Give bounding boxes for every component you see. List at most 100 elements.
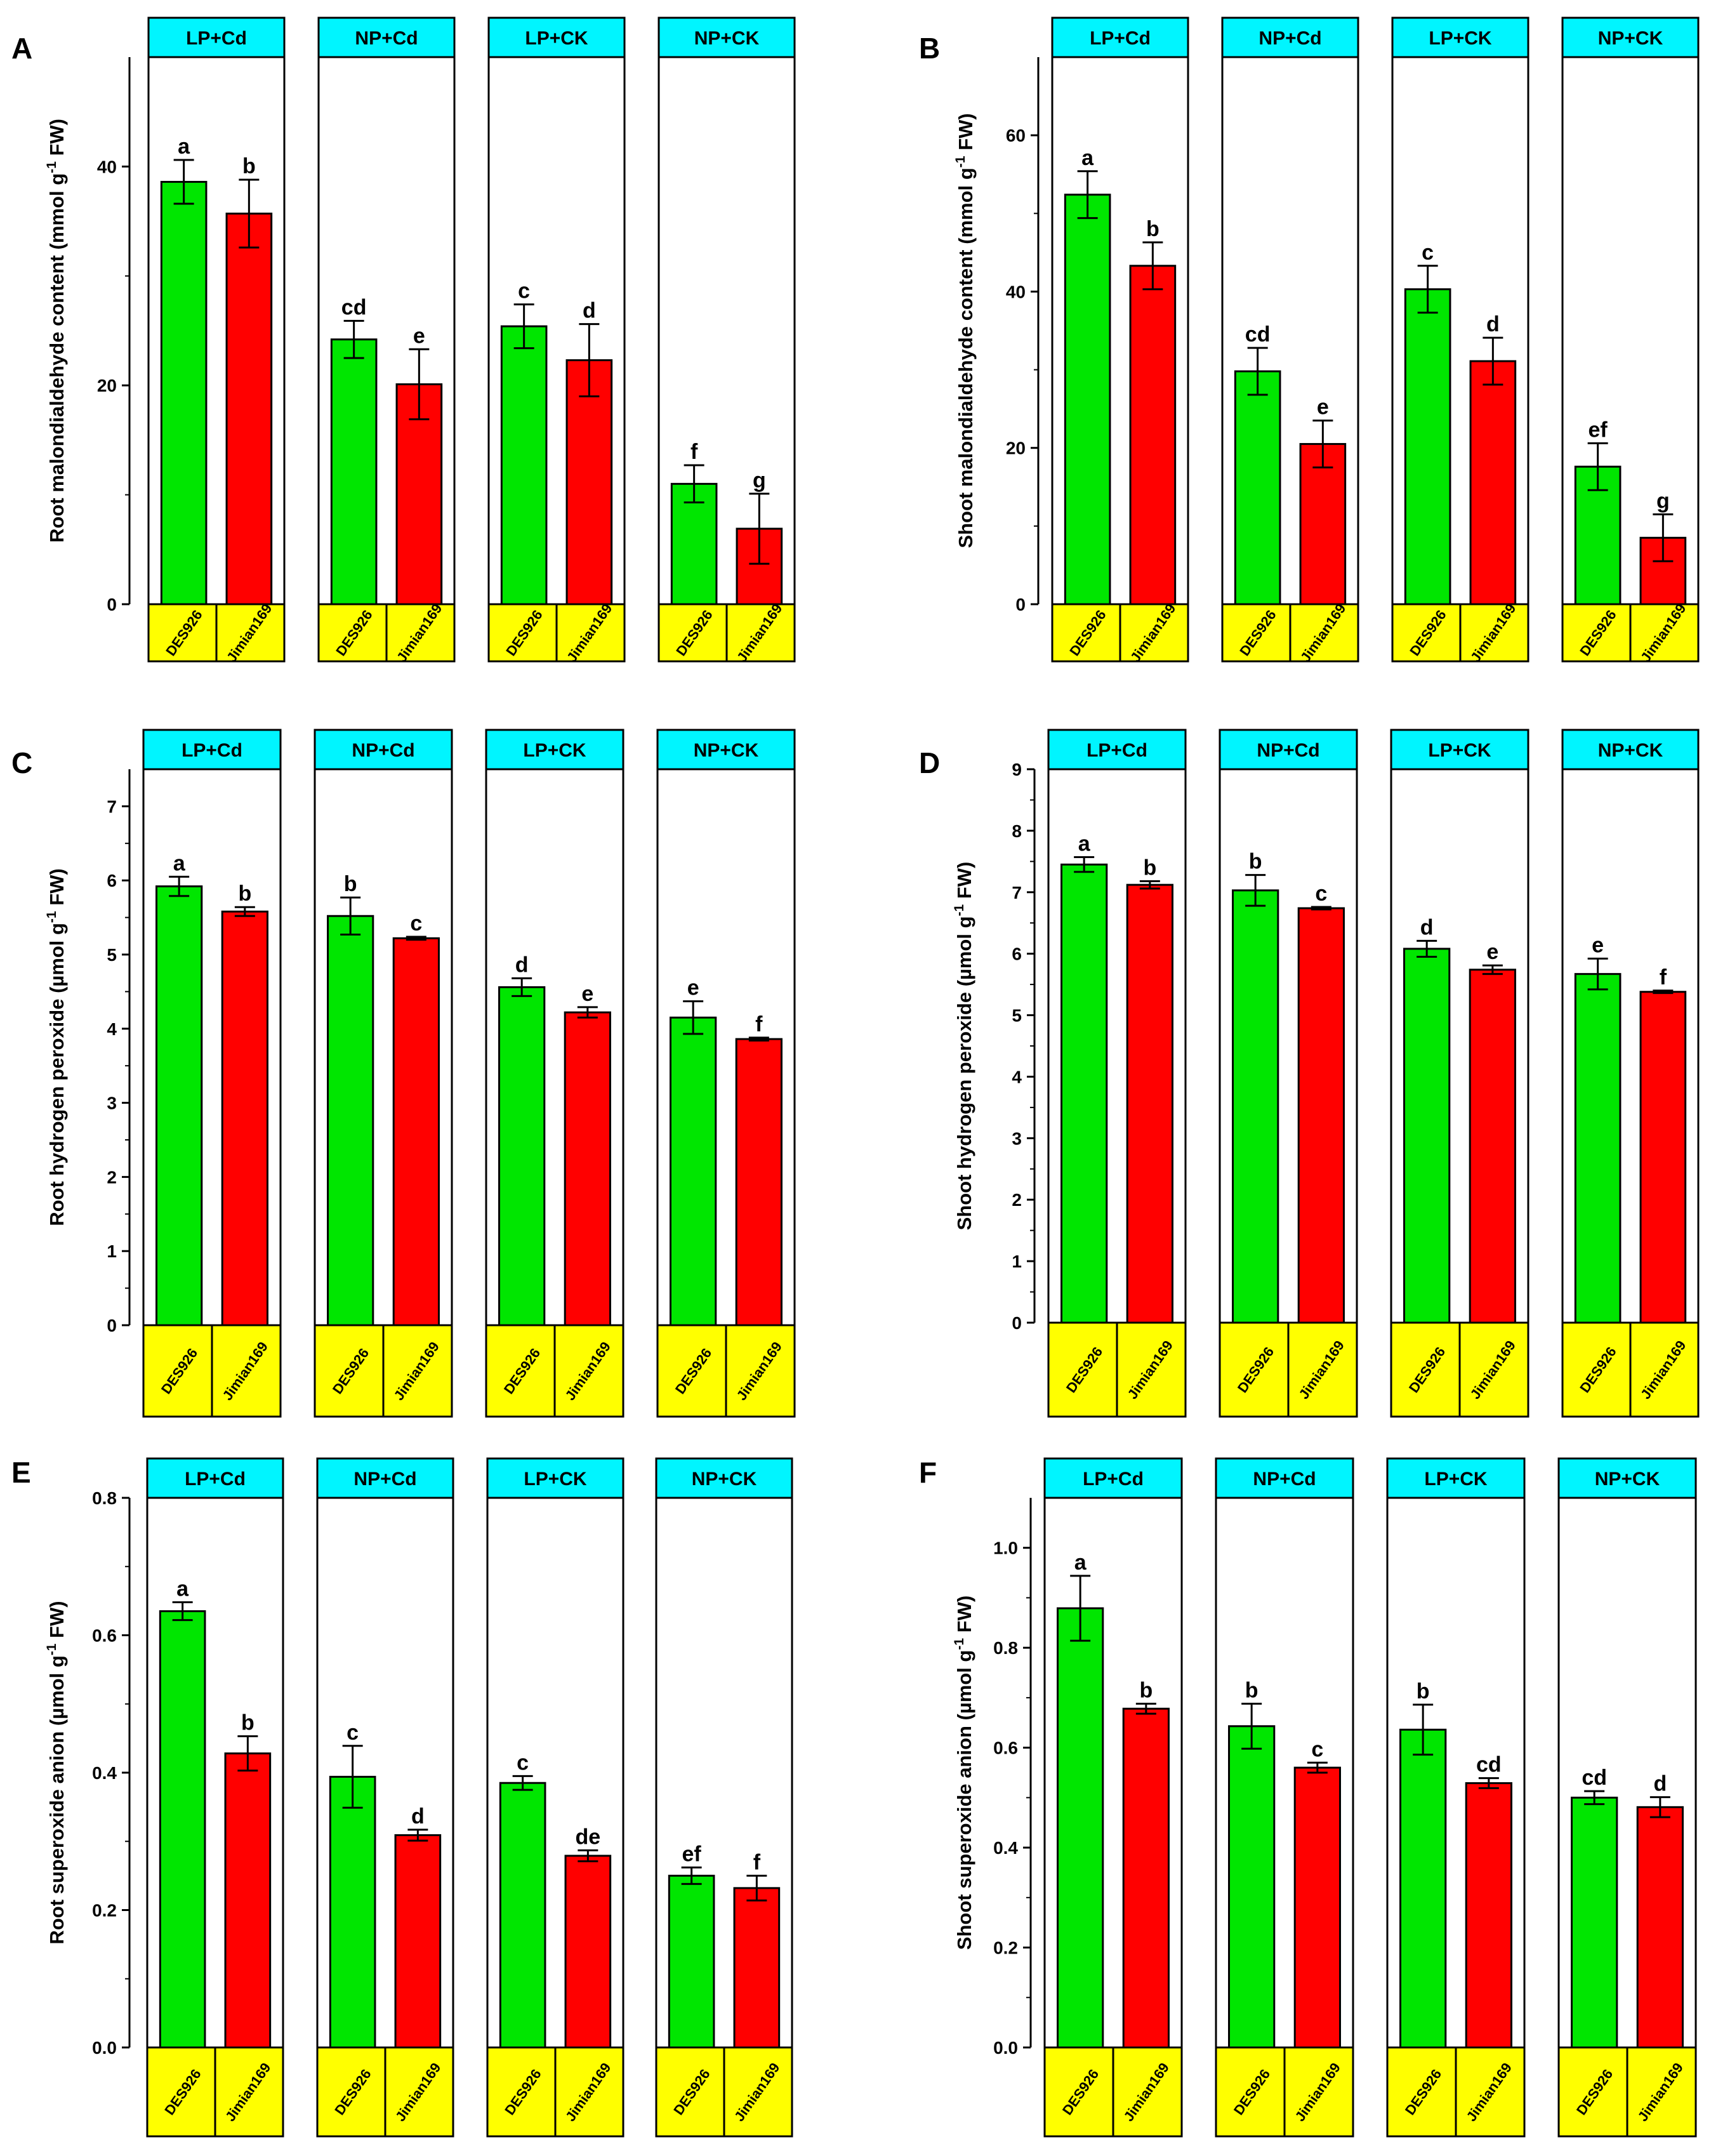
y-tick-label: 3 <box>1012 1128 1022 1148</box>
y-tick-label: 0 <box>107 595 117 614</box>
panel-label: E <box>11 1456 31 1489</box>
y-tick-label: 0.6 <box>993 1738 1018 1758</box>
bar-jimian169 <box>565 359 613 605</box>
y-axis-label-superscript: -1 <box>952 1638 967 1650</box>
bar-jimian169 <box>392 937 440 1326</box>
y-tick-label: 9 <box>1012 760 1022 779</box>
bar-des926 <box>329 1775 376 2049</box>
y-tick-label: 4 <box>107 1019 117 1039</box>
y-axis-label-main: Root superoxide anion (µmol g <box>46 1655 68 1944</box>
treatment-strip <box>317 17 456 58</box>
significance-letter: b <box>242 154 256 178</box>
bar-jimian169 <box>1126 883 1173 1324</box>
significance-letter: ef <box>682 1842 702 1866</box>
y-tick-label: 0.4 <box>993 1838 1018 1858</box>
bar-jimian169 <box>1293 1766 1341 2049</box>
bar-des926 <box>1234 370 1281 605</box>
significance-letter: c <box>1422 241 1434 265</box>
y-tick-label: 7 <box>107 797 117 816</box>
y-tick-label: 0 <box>1015 595 1026 614</box>
significance-letter: cd <box>1582 1766 1607 1790</box>
y-tick-label: 6 <box>1012 944 1022 964</box>
significance-letter: f <box>755 1012 763 1036</box>
bar-jimian169 <box>1122 1707 1170 2049</box>
significance-letter: c <box>517 1750 529 1775</box>
bar-jimian169 <box>1297 907 1345 1324</box>
significance-letter: b <box>1249 850 1262 874</box>
significance-letter: b <box>241 1711 254 1735</box>
y-tick-label: 0.8 <box>993 1638 1018 1658</box>
treatment-label: NP+Cd <box>1258 28 1321 49</box>
y-tick-label: 4 <box>1012 1067 1022 1087</box>
bar-jimian169 <box>224 1752 272 2049</box>
y-axis-label-main: Root malondialdehyde content (mmol g <box>46 173 68 543</box>
significance-letter: e <box>687 976 699 1000</box>
treatment-label: NP+CK <box>694 28 760 49</box>
y-tick-label: 0.6 <box>92 1626 117 1646</box>
bar-des926 <box>1232 889 1279 1324</box>
bar-jimian169 <box>1469 360 1517 605</box>
bar-des926 <box>500 325 548 605</box>
bar-des926 <box>1057 1607 1104 2049</box>
treatment-label: NP+Cd <box>1257 740 1319 761</box>
y-axis-label-main: Shoot malondialdehyde content (mmol g <box>955 168 977 548</box>
bar-jimian169 <box>564 1855 612 2049</box>
y-tick-label: 0 <box>107 1316 117 1335</box>
y-tick-label: 2 <box>107 1167 117 1187</box>
treatment-label: LP+CK <box>525 28 588 49</box>
treatment-strip <box>1051 17 1189 58</box>
y-tick-label: 1.0 <box>993 1538 1018 1558</box>
treatment-strip <box>1561 729 1700 770</box>
significance-letter: f <box>1660 965 1667 989</box>
treatment-label: LP+Cd <box>1087 740 1147 761</box>
significance-letter: a <box>173 851 186 875</box>
significance-letter: d <box>411 1804 425 1829</box>
treatment-strip <box>657 17 796 58</box>
bar-jimian169 <box>221 910 268 1326</box>
significance-letter: c <box>410 911 422 936</box>
significance-letter: cd <box>1476 1753 1502 1777</box>
panel-label: B <box>919 32 940 65</box>
significance-letter: b <box>1143 856 1156 880</box>
facet-plot-box <box>1561 56 1700 605</box>
y-axis-label-main: Shoot hydrogen peroxide (µmol g <box>953 916 975 1230</box>
bar-des926 <box>668 1874 715 2049</box>
significance-letter: b <box>1146 217 1159 241</box>
significance-letter: d <box>583 299 596 323</box>
y-tick-label: 2 <box>1012 1190 1022 1210</box>
treatment-label: NP+Cd <box>353 1469 416 1490</box>
y-tick-label: 60 <box>1006 126 1026 145</box>
y-axis-label: Root superoxide anion (µmol g-1 FW) <box>44 1601 68 1944</box>
y-axis-label-superscript: -1 <box>953 155 968 168</box>
bar-jimian169 <box>394 1834 442 2049</box>
panel-a: A 0 20 40 Root malondialdehyde content (mmol… <box>11 17 796 665</box>
treatment-label: NP+CK <box>1595 1469 1660 1490</box>
bar-jimian169 <box>1299 443 1347 605</box>
significance-letter: a <box>1078 832 1091 856</box>
y-axis-label-tail: FW) <box>953 862 975 904</box>
y-tick-label: 20 <box>97 376 117 395</box>
y-tick-label: 0.4 <box>92 1763 117 1783</box>
bar-des926 <box>159 1610 206 2049</box>
y-tick-label: 40 <box>97 157 117 176</box>
y-axis-label-tail: FW) <box>46 1601 68 1643</box>
bar-des926 <box>1571 1796 1618 2049</box>
significance-letter: e <box>1592 933 1604 957</box>
treatment-label: NP+CK <box>692 1469 757 1490</box>
significance-letter: c <box>1311 1737 1323 1761</box>
significance-letter: a <box>1081 146 1094 170</box>
bar-jimian169 <box>564 1011 611 1326</box>
treatment-label: LP+Cd <box>1090 28 1151 49</box>
